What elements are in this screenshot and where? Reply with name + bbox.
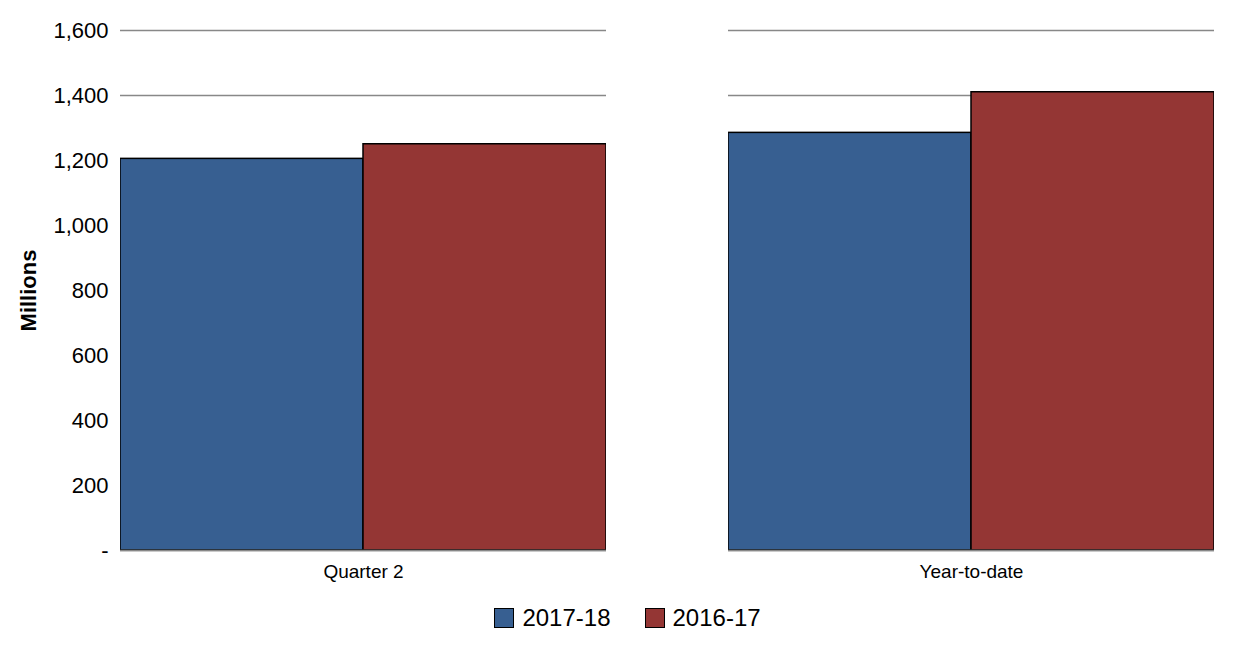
svg-text:-: - xyxy=(101,538,108,563)
svg-text:Quarter 2: Quarter 2 xyxy=(323,561,403,582)
svg-text:1,400: 1,400 xyxy=(53,83,108,108)
html-text:2017-18: 2017-18 xyxy=(522,604,611,631)
svg-text:400: 400 xyxy=(72,408,109,433)
svg-text:600: 600 xyxy=(72,343,109,368)
svg-text:800: 800 xyxy=(72,278,109,303)
svg-text:Year-to-date: Year-to-date xyxy=(920,561,1024,582)
svg-text:1,200: 1,200 xyxy=(53,148,108,173)
svg-text:1,000: 1,000 xyxy=(53,213,108,238)
svg-text:Millions: Millions xyxy=(16,250,41,332)
svg-text:200: 200 xyxy=(72,473,109,498)
html-text:2016-17: 2016-17 xyxy=(672,604,761,631)
svg-text:1,600: 1,600 xyxy=(53,18,108,43)
